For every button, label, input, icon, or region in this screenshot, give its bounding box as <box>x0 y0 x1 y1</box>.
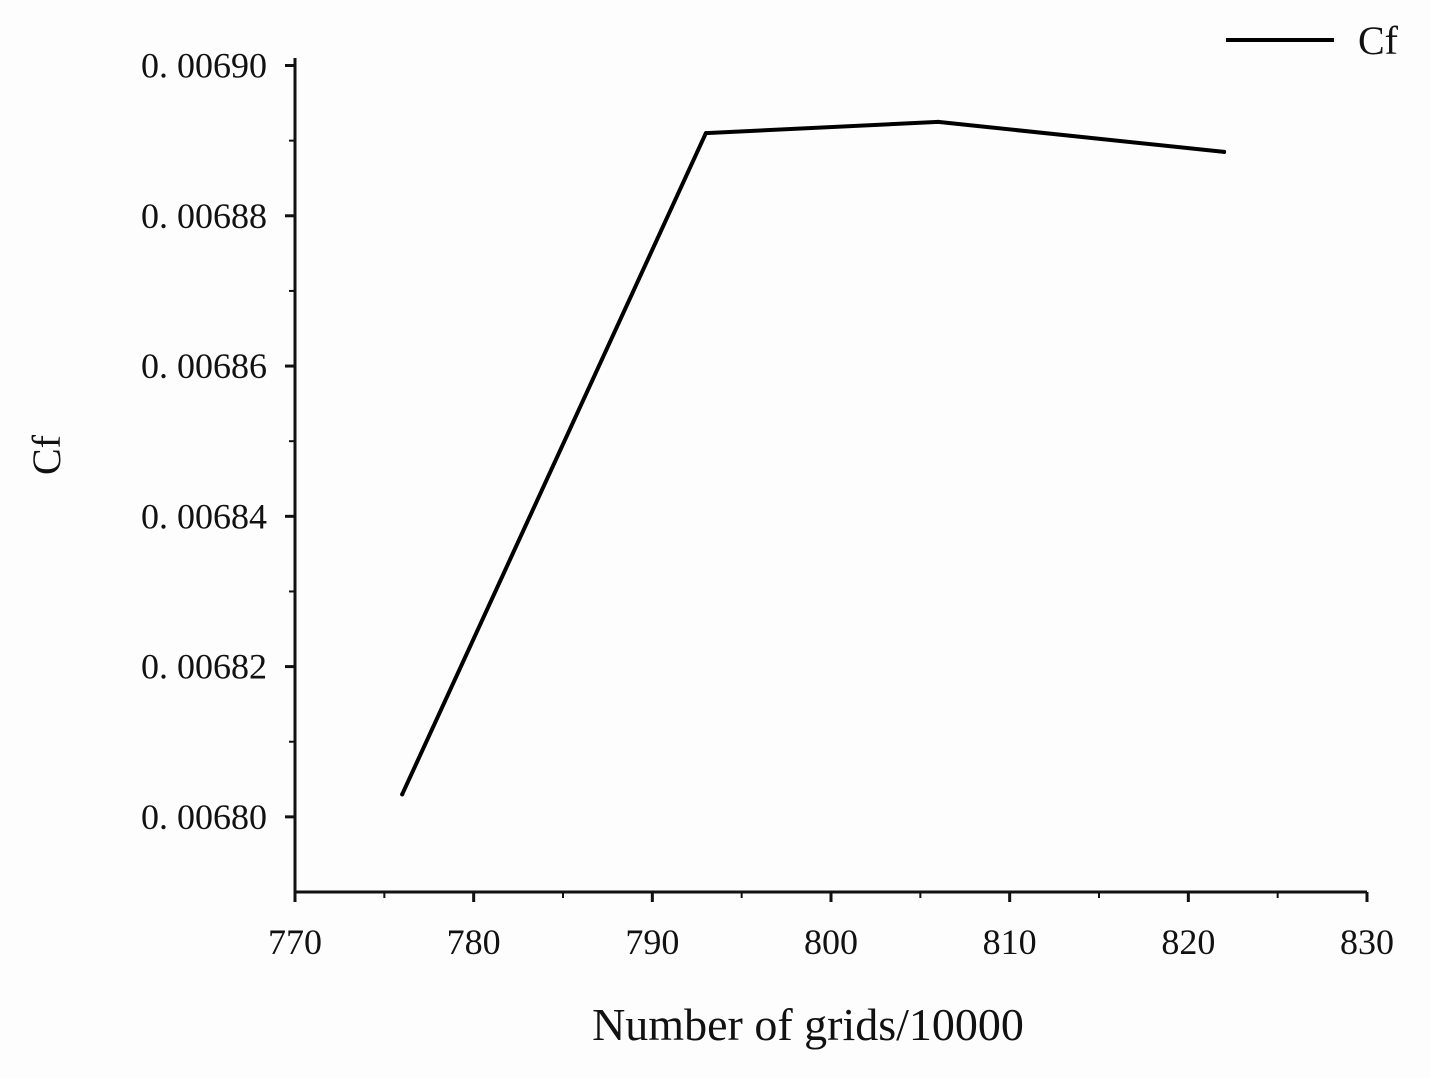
series-layer <box>400 119 1227 797</box>
data-point <box>1222 149 1227 154</box>
y-tick-label: 0. 00682 <box>141 647 267 687</box>
y-tick-label: 0. 00684 <box>141 496 267 536</box>
y-tick-label: 0. 00688 <box>141 196 267 236</box>
y-axis-label: Cf <box>24 434 69 475</box>
x-tick-label: 810 <box>983 922 1037 962</box>
data-point <box>703 131 708 136</box>
series-line-cf <box>400 119 1227 797</box>
data-point <box>400 792 405 797</box>
x-tick-label: 830 <box>1340 922 1394 962</box>
data-point <box>936 119 941 124</box>
x-tick-label: 820 <box>1161 922 1215 962</box>
legend: Cf <box>1226 18 1399 63</box>
y-tick-label: 0. 00686 <box>141 346 267 386</box>
legend-label: Cf <box>1358 18 1399 63</box>
y-tick-label: 0. 00690 <box>141 46 267 86</box>
x-tick-label: 800 <box>804 922 858 962</box>
x-tick-label: 780 <box>447 922 501 962</box>
x-tick-label: 790 <box>625 922 679 962</box>
y-tick-label: 0. 00680 <box>141 797 267 837</box>
x-axis-label: Number of grids/10000 <box>592 999 1024 1050</box>
x-tick-label: 770 <box>268 922 322 962</box>
axes: 0. 00680 0. 00682 0. 00684 0. 00686 0. 00688… <box>141 46 1394 962</box>
